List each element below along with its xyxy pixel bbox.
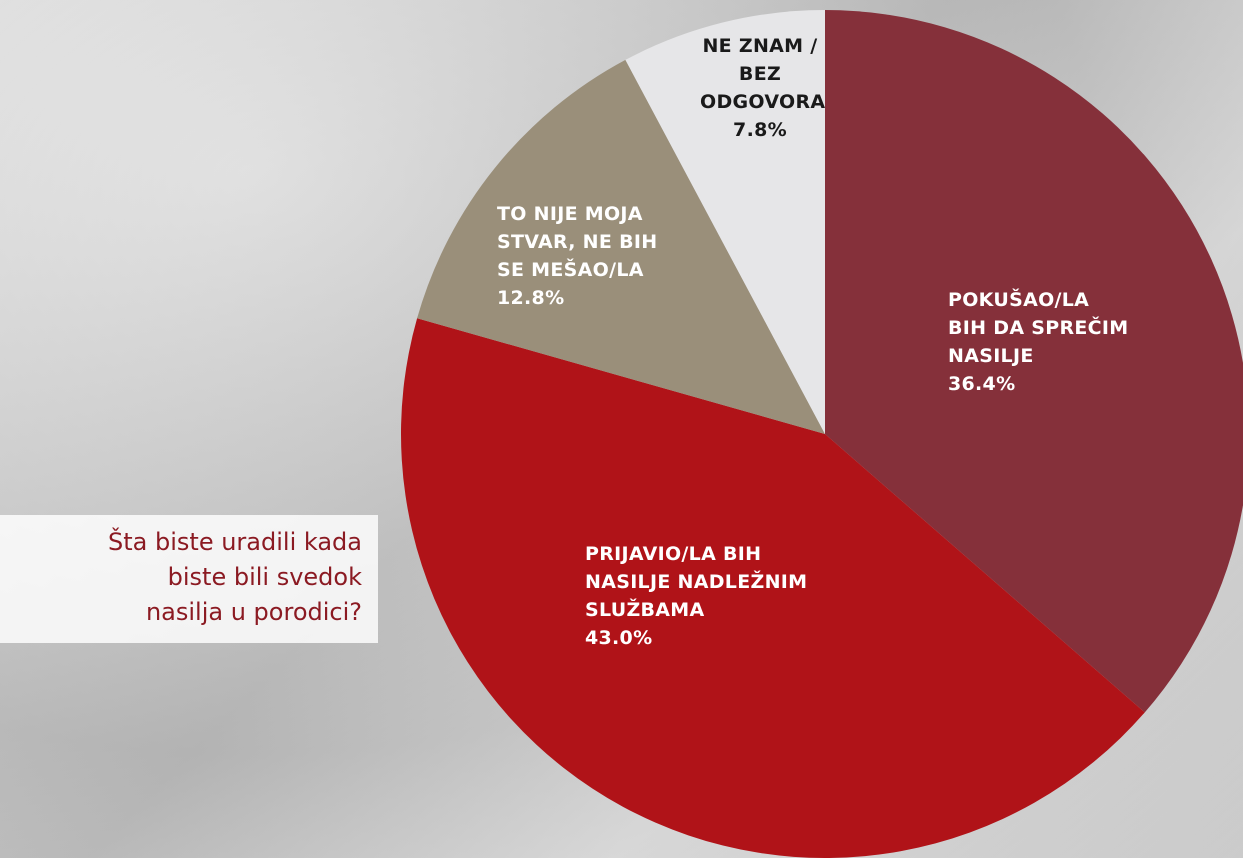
slice-name: NE ZNAM / BEZ ODGOVORA: [700, 35, 826, 113]
pie-slice: [825, 10, 1243, 713]
slice-value: 43.0%: [585, 627, 653, 649]
slice-label: POKUŠAO/LA BIH DA SPREČIM NASILJE 36.4%: [948, 286, 1129, 398]
slice-name: PRIJAVIO/LA BIH NASILJE NADLEŽNIM SLUŽBA…: [585, 543, 808, 621]
question-box: [0, 515, 378, 643]
slice-label: PRIJAVIO/LA BIH NASILJE NADLEŽNIM SLUŽBA…: [585, 540, 807, 652]
question: Šta biste uradili kada biste bili svedok…: [108, 528, 362, 626]
slice-label: TO NIJE MOJA STVAR, NE BIH SE MEŠAO/LA 12…: [497, 200, 657, 312]
slice-name: POKUŠAO/LA BIH DA SPREČIM NASILJE: [948, 289, 1129, 367]
slice-value: 12.8%: [497, 287, 565, 309]
pie-slice: [401, 318, 1145, 858]
slice-name: TO NIJE MOJA STVAR, NE BIH SE MEŠAO/LA: [497, 203, 658, 281]
slice-label: NE ZNAM / BEZ ODGOVORA 7.8%: [700, 32, 826, 144]
slice-value: 7.8%: [733, 119, 787, 141]
pie-slice: [625, 10, 825, 434]
pie-slice: [417, 59, 825, 435]
slice-value: 36.4%: [948, 373, 1016, 395]
